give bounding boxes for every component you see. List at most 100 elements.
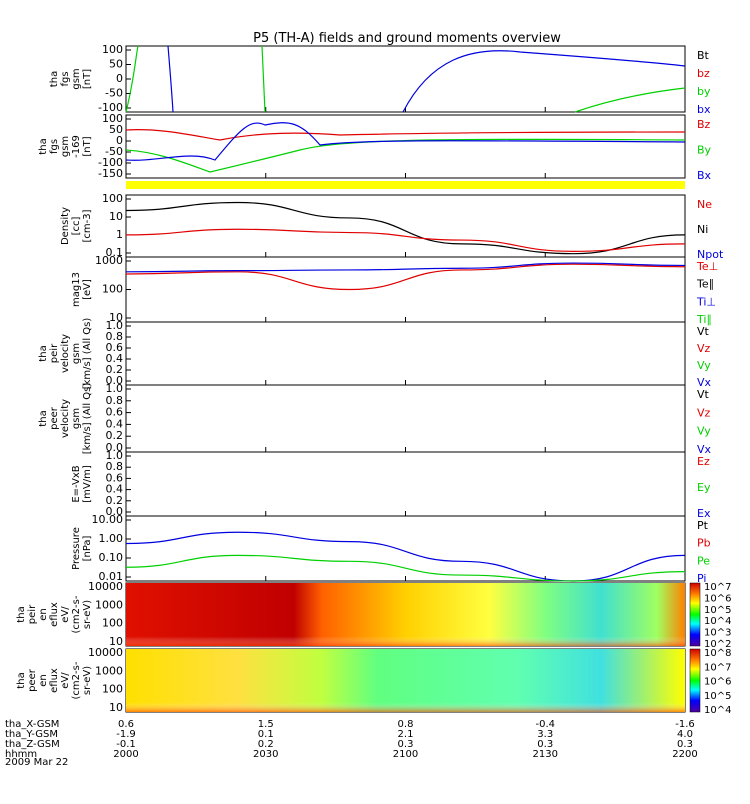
panel-frame <box>125 45 686 113</box>
y-axis-label: [eV] <box>82 279 93 300</box>
legend-entry: Vz <box>697 406 711 419</box>
legend-entry: Pe <box>697 554 710 567</box>
x-row-label: tha_Z-GSM <box>5 739 60 750</box>
y-tick-label: 10 <box>109 210 123 223</box>
y-axis-label: sr-eV) <box>82 600 93 629</box>
y-tick-label: 10.00 <box>92 513 124 526</box>
y-axis-label: en <box>38 674 49 687</box>
y-tick-label: -100 <box>98 156 123 169</box>
y-tick-label: 10000 <box>88 646 123 659</box>
legend-entry: Bx <box>697 169 712 182</box>
y-axis-label: E=-VxB <box>71 465 82 502</box>
y-axis-label: velocity <box>60 399 71 438</box>
y-axis-label: [nT] <box>82 69 93 89</box>
legend-entry: Ne <box>697 198 712 211</box>
y-tick-label: 1.0 <box>106 382 124 395</box>
y-axis-label: -169 <box>71 135 82 158</box>
y-tick-label: 0.6 <box>106 341 124 354</box>
x-row-value: 2100 <box>393 749 418 760</box>
panel-frame <box>125 194 686 258</box>
x-row-value: 0.3 <box>537 739 553 750</box>
y-axis-label: gsm <box>71 68 82 89</box>
y-tick-label: 0.0 <box>106 505 124 518</box>
panel-density: 100 10 1 0.1 Density [cc] [cm-3] Ne Ni Npot <box>60 192 724 261</box>
y-axis-label: peir <box>27 604 38 624</box>
x-row-value: 1.5 <box>258 719 274 730</box>
colorbar-label: 10^6 <box>704 593 731 604</box>
y-axis-label: [mV/m] <box>82 465 93 503</box>
panel-pressure: 10.00 1.00 0.10 0.01 Pressure [nPa] Pt Pb Pe Pi <box>71 513 711 585</box>
flag-bar <box>126 181 685 189</box>
series-line-Pe <box>125 554 686 582</box>
peer-colorbar <box>689 648 701 713</box>
y-tick-label: -100 <box>98 101 123 114</box>
legend-entry: Te∥ <box>696 278 714 291</box>
y-tick-label: 1000 <box>95 254 123 267</box>
x-row-value: 2030 <box>253 749 278 760</box>
y-tick-label: 1.0 <box>106 319 124 332</box>
legend-entry: Pi <box>697 572 706 585</box>
legend-entry: Vz <box>697 342 711 355</box>
panel-peir_vel: 1.00.80.60.40.20.0 tha peir velocity gsm [km/… <box>38 318 712 390</box>
panel-frame <box>125 515 686 582</box>
y-axis-label: (cm2-s- <box>71 661 82 699</box>
legend-entry: bz <box>697 67 710 80</box>
colorbar-label: 10^4 <box>704 616 731 627</box>
y-axis-label: tha <box>38 345 49 361</box>
bx-trace-3 <box>402 50 686 113</box>
y-axis-label: Density <box>60 207 71 245</box>
y-axis-label: velocity <box>60 334 71 373</box>
panel-frame <box>125 451 686 517</box>
colorbar-label: 10^7 <box>704 582 731 593</box>
y-tick-label: 0.2 <box>106 494 124 507</box>
panel-efield: 1.00.80.60.40.20.0 E=-VxB [mV/m] Ez Ey Ex <box>71 449 711 520</box>
legend-entry: by <box>697 85 711 98</box>
series-line-Ne <box>125 228 686 252</box>
legend-entry: Ez <box>697 455 710 468</box>
series-line-Ni <box>125 201 686 255</box>
y-tick-label: 0 <box>116 134 123 147</box>
y-tick-label: 0.1 <box>106 246 124 259</box>
legend-entry: Ti⊥ <box>696 295 716 308</box>
legend-entry: By <box>697 144 712 157</box>
y-axis-label: gsm <box>60 136 71 157</box>
y-tick-label: 100 <box>102 43 123 56</box>
by-trace <box>125 45 139 113</box>
peir-colorbar <box>689 582 701 647</box>
legend-entry: Ni <box>697 223 708 236</box>
x-row-value: 2.1 <box>398 729 414 740</box>
figure-title: P5 (TH-A) fields and ground moments over… <box>253 31 561 46</box>
legend-entry: Ey <box>697 481 711 494</box>
x-row-value: 3.3 <box>537 729 553 740</box>
series-line-Ti⊥ <box>125 262 686 273</box>
y-axis-label: fgs <box>60 71 71 86</box>
y-tick-label: 1000 <box>95 664 123 677</box>
y-axis-label: [cc] <box>71 217 82 236</box>
colorbar-label: 10^4 <box>704 705 731 716</box>
x-row-value: 0.2 <box>258 739 274 750</box>
series-line-Te⊥ <box>125 263 686 291</box>
legend-entry: bx <box>697 103 711 116</box>
y-axis-label: mag13 <box>71 272 82 307</box>
bx-trace <box>167 45 174 113</box>
x-row-value: 2000 <box>113 749 138 760</box>
y-tick-label: 0.6 <box>106 471 124 484</box>
y-axis-label: peer <box>27 668 38 692</box>
y-tick-label: 10 <box>109 701 123 714</box>
y-tick-label: 10 <box>109 311 123 324</box>
spectrogram-fills <box>126 582 701 713</box>
panel-frame <box>125 256 686 323</box>
colorbar-label: 10^8 <box>704 648 731 659</box>
y-tick-label: 0.0 <box>106 374 124 387</box>
y-axis-label: [cm-3] <box>82 209 93 242</box>
legend-entry: Bz <box>697 118 711 131</box>
y-tick-label: -50 <box>105 145 123 158</box>
y-tick-label: 100 <box>102 283 123 296</box>
x-row-value: -1.6 <box>675 719 695 730</box>
colorbar-label: 10^2 <box>704 639 731 650</box>
legend-entry: Vy <box>697 359 711 372</box>
x-row-value: 2200 <box>672 749 697 760</box>
y-tick-label: 0.4 <box>106 483 124 496</box>
x-row-label: tha_X-GSM <box>5 719 59 730</box>
x-row-value: 4.0 <box>677 729 693 740</box>
